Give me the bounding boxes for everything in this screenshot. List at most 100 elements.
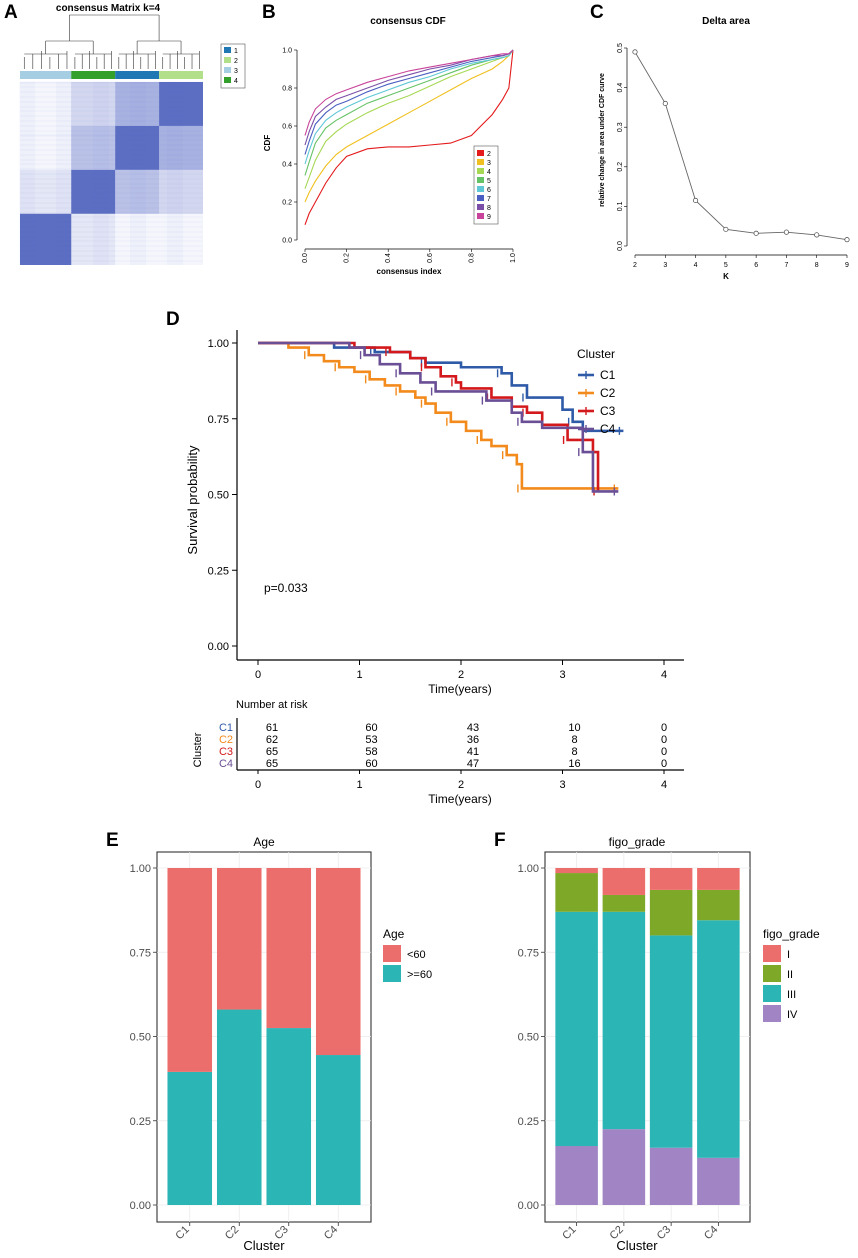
delta-point-k4 [693,197,699,204]
x-tick-label: 4 [661,669,667,681]
legend-label-6: 6 [487,187,491,194]
x-tick-label: 9 [845,262,849,269]
risk-x-tick-label: 0 [255,779,261,791]
x-tick-label: C2 [223,1224,241,1242]
legend-swatch-2 [477,150,484,156]
cdf-line-k9 [304,49,514,136]
bar-C4-I [697,868,740,890]
x-tick-label: 1.0 [510,253,517,263]
bar-C1-II [555,873,598,912]
panel-e-legend-title: Age [383,927,405,941]
bar-C2->=60 [216,1009,262,1205]
risk-cell: 61 [266,722,278,734]
legend-key-II [763,965,781,982]
x-tick-label: 8 [815,262,819,269]
y-tick-label: 1.00 [130,863,151,875]
panel-e-xlabel: Cluster [243,1238,285,1253]
panel-c-axes: 2 3 4 5 6 7 8 9 0.0 0.1 0.2 0.3 0.4 0.5 [617,43,849,269]
consensus-block-4 [71,169,116,214]
consensus-dendrogram [23,14,200,69]
panel-a: consensus Matrix k=4 1 2 3 4 [19,3,246,265]
bar-C3-I [649,868,693,890]
consensus-offblock-4 [71,82,116,126]
y-tick-label: 0.75 [130,947,151,959]
cdf-line-k4 [304,49,514,189]
km-legend-label-C1: C1 [600,368,616,382]
legend-label->=60: >=60 [407,969,432,981]
panel-label-c: C [590,2,604,23]
risk-cell: 10 [568,722,580,734]
risk-row-label-C1: C1 [219,722,233,734]
x-tick-label: 1 [356,669,362,681]
y-tick-label: 0.25 [518,1116,539,1128]
legend-label-I: I [787,949,790,961]
x-tick-label: 7 [784,262,788,269]
y-tick-label: 0.1 [617,201,624,211]
bar-C3-III [649,935,693,1148]
legend-swatch-2 [224,57,231,63]
legend-label-<60: <60 [407,949,426,961]
x-tick-label: 3 [663,262,667,269]
risk-table: 0 1 2 3 4 C1 61 60 43 10 0 C2 62 53 36 8 0 C3 65 58 41 8 0 C4 65… [219,718,684,791]
legend-label-7: 7 [487,196,491,203]
legend-swatch-3 [224,67,231,73]
x-tick-label: 0 [255,669,261,681]
km-legend: C1 C2 C3 C4 [578,368,616,436]
risk-x-tick-label: 2 [458,779,464,791]
y-tick-label: 0.0 [282,238,292,245]
consensus-offblock-3 [159,125,203,170]
km-curve-C3 [258,341,600,492]
y-tick-label: 0.6 [282,124,292,131]
legend-key->=60 [383,965,401,982]
panel-b-series [304,49,514,225]
km-pvalue: p=0.033 [264,581,308,595]
panel-b-title: consensus CDF [370,16,446,27]
legend-swatch-9 [477,213,484,219]
bar-C2-II [602,894,646,912]
risk-row-label-C4: C4 [219,758,233,770]
panel-e-title: Age [253,835,275,849]
consensus-offblock-2 [115,82,160,126]
legend-label-2: 2 [234,58,238,65]
panel-c-xlabel: K [723,272,729,281]
risk-cell: 16 [568,758,580,770]
panel-b-ylabel: CDF [263,135,272,152]
y-tick-label: 1.00 [518,863,539,875]
consensus-offblock-1 [115,169,160,214]
y-tick-label: 1.00 [208,338,229,350]
y-tick-label: 0.2 [282,200,292,207]
bar-C4-<60 [315,868,361,1056]
delta-point-k3 [662,100,668,106]
km-axes: 0 1 2 3 4 0.00 0.25 0.50 0.75 1.00 [208,330,684,681]
consensus-offblock-6 [20,169,72,214]
consensus-offblock-7 [71,213,116,265]
bar-C3-<60 [266,868,312,1029]
legend-swatch-7 [477,195,484,201]
y-tick-label: 0.4 [282,162,292,169]
bar-C2-IV [602,1129,646,1205]
bar-C3-II [649,889,693,936]
panel-label-e: E [106,830,119,851]
x-tick-label: C1 [173,1224,191,1242]
cluster-bar-3 [20,71,72,79]
panel-c-ylabel: relative change in area under CDF curve [599,73,606,207]
panel-b: consensus CDF 0.0 0.2 0.4 0.6 0.8 1.00.00.20.… [263,16,517,276]
bar-C3-IV [649,1147,693,1205]
panel-a-legend: 1 2 3 4 [220,43,246,89]
legend-label-4: 4 [234,78,238,85]
panel-a-title: consensus Matrix k=4 [56,3,161,14]
risk-table-xlabel: Time(years) [428,792,492,806]
bar-C1-<60 [167,868,213,1072]
risk-table-title: Number at risk [236,699,308,711]
y-tick-label: 0.8 [282,86,292,93]
panel-label-a: A [4,2,18,23]
legend-label-III: III [787,989,796,1001]
risk-cell: 58 [365,746,377,758]
bar-C2-<60 [216,868,262,1010]
x-tick-label: 4 [694,262,698,269]
